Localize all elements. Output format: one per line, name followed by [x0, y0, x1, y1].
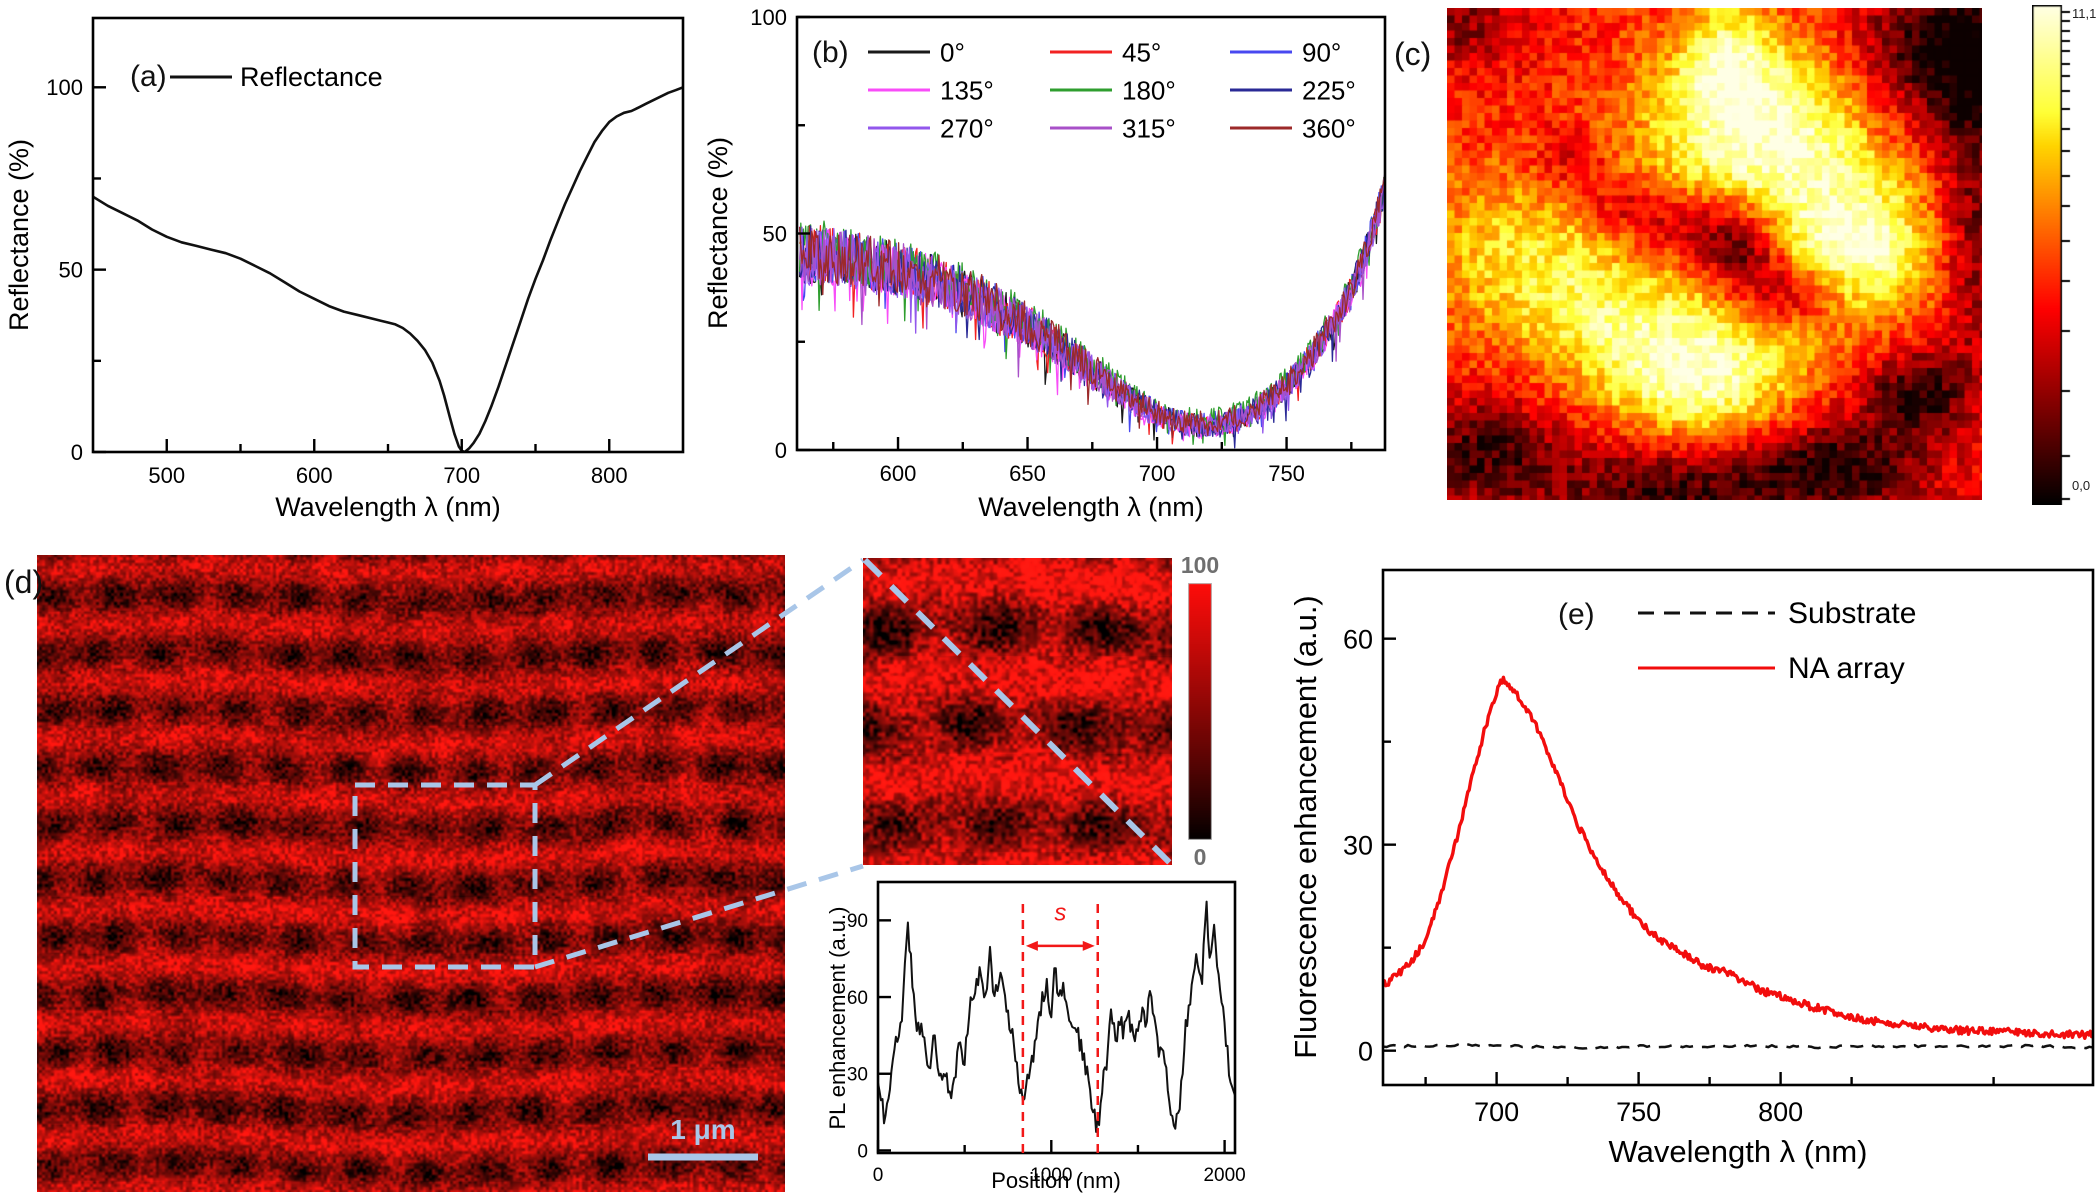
- svg-text:Reflectance (%): Reflectance (%): [703, 137, 733, 329]
- series-NA array: [1383, 675, 2093, 1041]
- legend-label-0°: 0°: [940, 37, 965, 67]
- legend-label-135°: 135°: [940, 75, 994, 105]
- inset-colorbar-max-label: 100: [1180, 552, 1220, 578]
- panel-label-c: (c): [1394, 36, 1432, 72]
- chart-b-plot: 600 650 700 750 0 50 100 Wavelength λ (nm) Refle…: [703, 5, 1387, 522]
- inset-colorbar-min-label: 0: [1193, 844, 1207, 870]
- svg-text:100: 100: [46, 75, 83, 100]
- svg-text:800: 800: [591, 463, 628, 488]
- svg-text:Position (nm): Position (nm): [991, 1168, 1121, 1193]
- legend-label-NA array: NA array: [1788, 652, 1905, 685]
- svg-text:600: 600: [296, 463, 333, 488]
- series-PL profile: [878, 900, 1235, 1133]
- fluorescence-image-d: [37, 555, 785, 1192]
- legend-label-225°: 225°: [1302, 75, 1356, 105]
- svg-text:750: 750: [1616, 1097, 1661, 1127]
- svg-text:60: 60: [847, 988, 868, 1009]
- svg-text:700: 700: [1474, 1097, 1519, 1127]
- colorbar-c: [2032, 5, 2076, 505]
- panel-label-e: (e): [1558, 598, 1595, 631]
- panel-label-b: (b): [812, 36, 849, 69]
- svg-text:0: 0: [873, 1165, 884, 1186]
- svg-text:PL enhancement (a.u.): PL enhancement (a.u.): [825, 907, 850, 1130]
- scalebar-label: 1 μm: [670, 1114, 736, 1145]
- series-Substrate: [1383, 1043, 2093, 1050]
- inset-diagonal-line: [862, 557, 1173, 866]
- legend-label-45°: 45°: [1122, 37, 1161, 67]
- svg-text:50: 50: [763, 221, 787, 246]
- s-label: s: [1054, 899, 1066, 926]
- svg-text:0: 0: [1358, 1036, 1373, 1066]
- legend-label-360°: 360°: [1302, 113, 1356, 143]
- svg-text:500: 500: [148, 463, 185, 488]
- series-360°: [798, 173, 1385, 439]
- svg-text:30: 30: [1343, 830, 1373, 860]
- svg-text:Wavelength λ (nm): Wavelength λ (nm): [978, 492, 1204, 522]
- svg-text:30: 30: [847, 1065, 868, 1086]
- panel-label-a: (a): [130, 60, 167, 93]
- legend-label-180°: 180°: [1122, 75, 1176, 105]
- chart-e-plot: 700 750 800 0 30 60 Wavelength λ (nm) Fluoresce…: [1288, 568, 2095, 1169]
- legend-label-315°: 315°: [1122, 113, 1176, 143]
- fluorescence-inset-image: [863, 558, 1172, 865]
- svg-text:650: 650: [1009, 461, 1046, 486]
- svg-text:1000: 1000: [1030, 1165, 1072, 1186]
- zoom-connector-bottom: [534, 863, 864, 970]
- svg-text:90: 90: [847, 911, 868, 932]
- series-135°: [798, 181, 1385, 442]
- svg-text:750: 750: [1268, 461, 1305, 486]
- svg-text:50: 50: [59, 258, 83, 283]
- svg-text:0: 0: [857, 1141, 868, 1162]
- legend-label-Substrate: Substrate: [1788, 597, 1916, 630]
- chart-a-plot: 500 600 700 800 0 50 100 Wavelength λ (nm) Refle…: [4, 16, 685, 522]
- svg-text:700: 700: [443, 463, 480, 488]
- inset-colorbar: [1188, 583, 1212, 840]
- svg-text:Fluorescence enhancement (a.u.: Fluorescence enhancement (a.u.): [1288, 595, 1323, 1059]
- svg-text:0: 0: [71, 440, 83, 465]
- zoom-link-decorations: [352, 557, 1173, 1161]
- colorbar-c-max-label: 11,1: [2072, 6, 2097, 21]
- heatmap-image-c: [1447, 8, 1982, 500]
- svg-text:Wavelength λ (nm): Wavelength λ (nm): [1609, 1134, 1868, 1169]
- svg-text:100: 100: [750, 5, 787, 30]
- svg-text:0: 0: [775, 438, 787, 463]
- svg-text:2000: 2000: [1203, 1165, 1245, 1186]
- svg-text:800: 800: [1758, 1097, 1803, 1127]
- legend-label-90°: 90°: [1302, 37, 1341, 67]
- svg-text:700: 700: [1139, 461, 1176, 486]
- series-Reflectance: [93, 86, 683, 452]
- chart-d-profile-plot: 0 1000 2000 0 30 60 90 Position (nm) PL enhancem…: [825, 880, 1246, 1193]
- svg-text:Wavelength λ (nm): Wavelength λ (nm): [275, 492, 501, 522]
- svg-text:60: 60: [1343, 624, 1373, 654]
- zoom-connector-top: [533, 557, 865, 788]
- svg-text:Reflectance (%): Reflectance (%): [4, 139, 34, 331]
- zoom-region-box: [352, 782, 538, 970]
- legend-label-270°: 270°: [940, 113, 994, 143]
- panel-label-d: (d): [4, 564, 44, 600]
- colorbar-c-min-label: 0,0: [2072, 478, 2091, 493]
- legend-label-Reflectance: Reflectance: [240, 62, 383, 92]
- svg-text:600: 600: [880, 461, 917, 486]
